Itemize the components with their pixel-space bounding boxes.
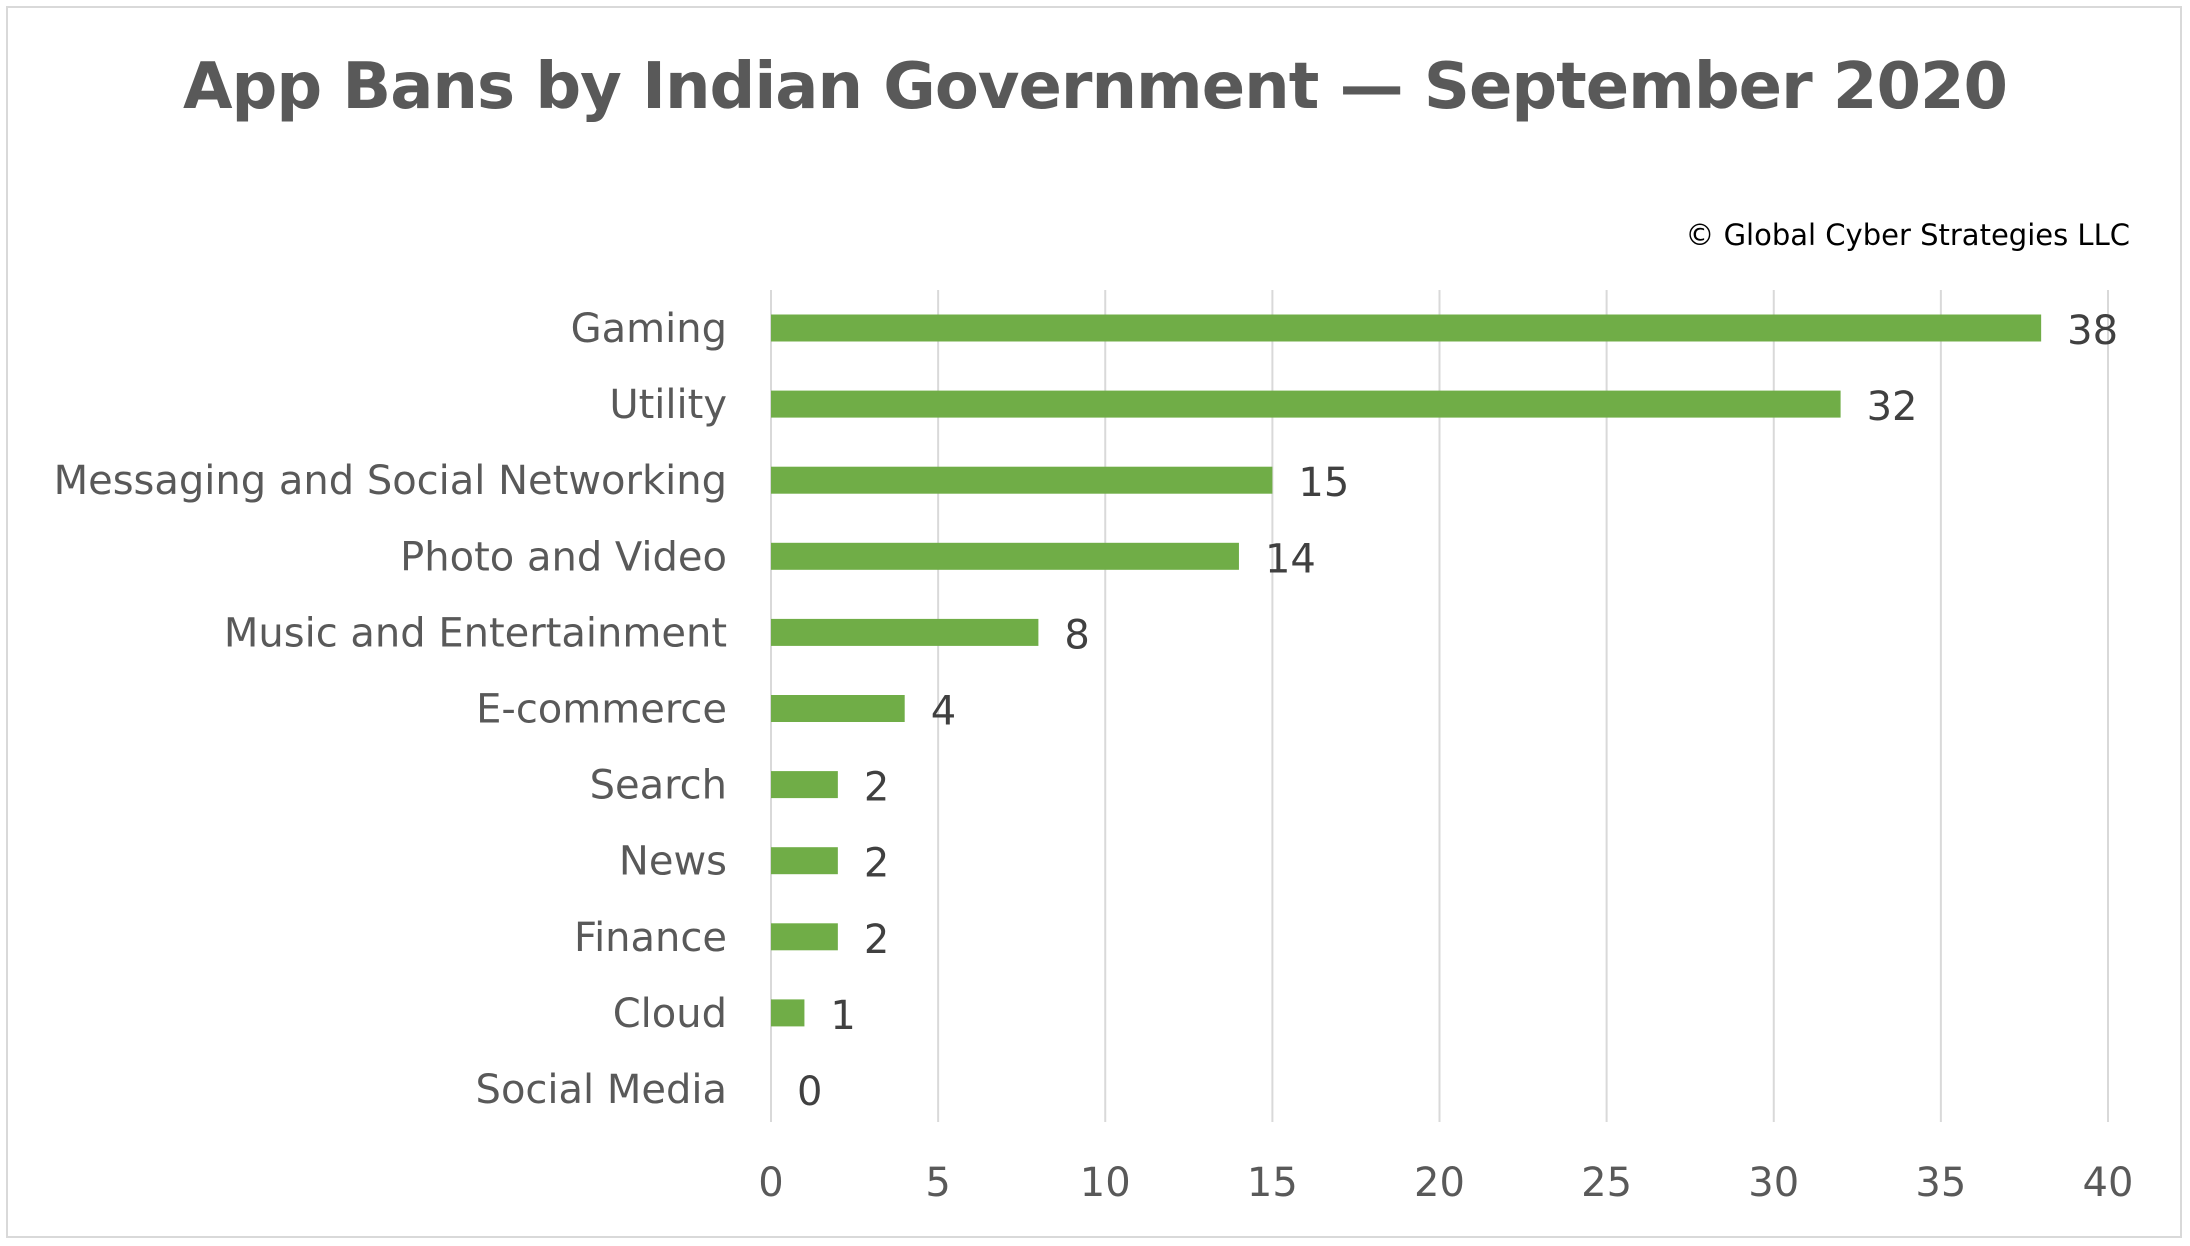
x-tick-label: 40 xyxy=(2083,1160,2134,1206)
data-label: 38 xyxy=(2067,308,2118,354)
category-label: E-commerce xyxy=(476,687,727,733)
x-tick-label: 10 xyxy=(1080,1160,1131,1206)
x-tick-label: 25 xyxy=(1581,1160,1632,1206)
category-label: Messaging and Social Networking xyxy=(54,458,727,504)
bar-e-commerce xyxy=(771,695,905,722)
x-tick-label: 5 xyxy=(925,1160,950,1206)
bar-utility xyxy=(771,390,1841,418)
data-label: 14 xyxy=(1265,536,1316,582)
bar-messaging-and-social-networking xyxy=(771,466,1273,494)
bar-gaming xyxy=(771,314,2042,342)
category-label: Cloud xyxy=(613,991,727,1037)
data-label: 2 xyxy=(864,841,889,887)
bar-cloud xyxy=(771,999,805,1027)
category-label: Utility xyxy=(609,382,727,428)
bars xyxy=(771,314,2042,1027)
category-label: Finance xyxy=(574,915,727,961)
category-label: Music and Entertainment xyxy=(224,610,727,656)
bar-search xyxy=(771,771,838,799)
bar-photo-and-video xyxy=(771,542,1239,570)
x-tick-label: 30 xyxy=(1748,1160,1799,1206)
data-label: 4 xyxy=(931,689,956,735)
bar-finance xyxy=(771,923,838,951)
bar-news xyxy=(771,847,838,875)
category-labels: Gaming Utility Messaging and Social Networ… xyxy=(54,306,727,1113)
category-label: News xyxy=(619,839,727,885)
category-label: Search xyxy=(590,763,727,809)
category-label: Photo and Video xyxy=(400,534,727,580)
data-label: 8 xyxy=(1064,612,1089,658)
data-label: 2 xyxy=(864,765,889,811)
category-label: Social Media xyxy=(476,1067,727,1113)
bar-music-and-entertainment xyxy=(771,618,1039,646)
x-axis-tick-labels: 0 5 10 15 20 25 30 35 40 xyxy=(758,1160,2133,1206)
category-label: Gaming xyxy=(571,306,727,352)
data-label: 15 xyxy=(1298,460,1349,506)
data-label: 1 xyxy=(830,993,855,1039)
gridlines xyxy=(770,290,2109,1122)
copyright-credit: © Global Cyber Strategies LLC xyxy=(1685,218,2130,252)
x-tick-label: 20 xyxy=(1414,1160,1465,1206)
data-label: 0 xyxy=(797,1069,822,1115)
chart-frame xyxy=(6,6,2182,1238)
chart-title: App Bans by Indian Government — Septembe… xyxy=(182,50,2008,124)
data-label: 32 xyxy=(1867,384,1918,430)
x-tick-label: 35 xyxy=(1915,1160,1966,1206)
x-tick-label: 0 xyxy=(758,1160,783,1206)
data-label: 2 xyxy=(864,917,889,963)
x-tick-label: 15 xyxy=(1247,1160,1298,1206)
